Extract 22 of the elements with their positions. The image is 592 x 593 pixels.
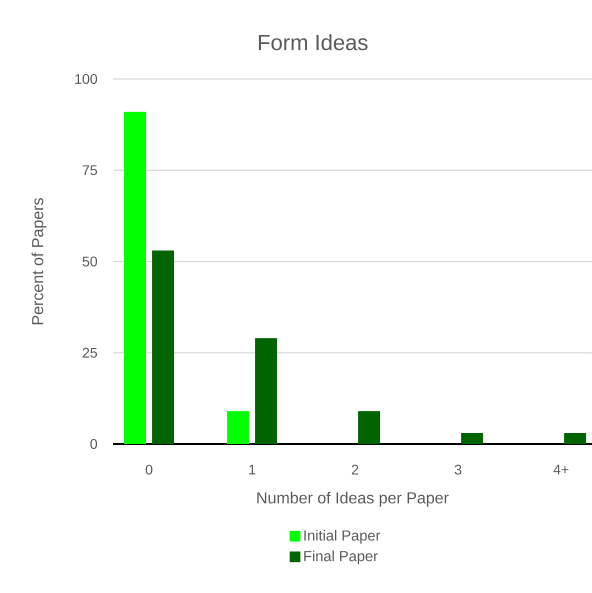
legend-label: Initial Paper bbox=[304, 530, 380, 544]
bar bbox=[152, 250, 174, 444]
y-tick-label: 100 bbox=[75, 74, 98, 84]
x-tick-label: 4+ bbox=[553, 464, 568, 474]
chart-title: Form Ideas bbox=[258, 34, 368, 50]
legend-label: Final Paper bbox=[304, 550, 378, 564]
x-tick-label: 1 bbox=[249, 464, 256, 474]
y-tick-label: 50 bbox=[82, 256, 98, 266]
bar bbox=[358, 411, 380, 444]
x-tick-label: 2 bbox=[352, 464, 358, 474]
y-tick-label: 75 bbox=[82, 165, 98, 176]
x-tick-label: 0 bbox=[146, 464, 152, 475]
bar bbox=[124, 112, 146, 444]
y-axis-title: Percent of Papers bbox=[32, 198, 46, 324]
x-axis-title: Number of Ideas per Paper bbox=[257, 492, 449, 507]
bar bbox=[255, 338, 278, 444]
bar bbox=[564, 433, 586, 444]
bar bbox=[461, 433, 484, 444]
y-tick-label: 0 bbox=[90, 439, 98, 449]
y-tick-label: 25 bbox=[82, 348, 98, 358]
bar bbox=[227, 411, 250, 444]
x-tick-label: 3 bbox=[454, 464, 462, 475]
